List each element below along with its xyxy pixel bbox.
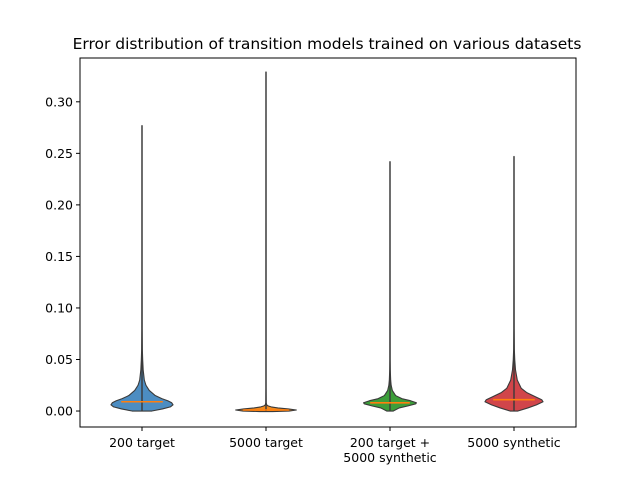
chart-title: Error distribution of transition models … <box>73 35 582 53</box>
violin-3 <box>363 161 417 412</box>
y-tick-label: 0.20 <box>45 197 73 212</box>
y-axis: 0.00 0.05 0.10 0.15 0.20 0.25 0.30 <box>45 94 80 419</box>
y-tick-label: 0.05 <box>45 352 73 367</box>
y-tick-label: 0.00 <box>45 404 73 419</box>
y-tick-label: 0.25 <box>45 146 73 161</box>
x-axis: 200 target 5000 target 200 target +5000 sy… <box>109 427 561 465</box>
x-tick-label: 5000 synthetic <box>467 435 561 450</box>
y-tick-label: 0.10 <box>45 300 73 315</box>
x-tick-label: 5000 target <box>229 435 303 450</box>
violin-1 <box>110 124 174 412</box>
x-tick-label: 200 target <box>109 435 175 450</box>
plot-frame <box>79 57 577 428</box>
violin-4 <box>484 155 544 412</box>
x-tick-label: 200 target +5000 synthetic <box>343 435 437 465</box>
y-tick-label: 0.30 <box>45 94 73 109</box>
violins <box>110 71 544 413</box>
y-tick-label: 0.15 <box>45 249 73 264</box>
violin-2 <box>235 71 297 413</box>
